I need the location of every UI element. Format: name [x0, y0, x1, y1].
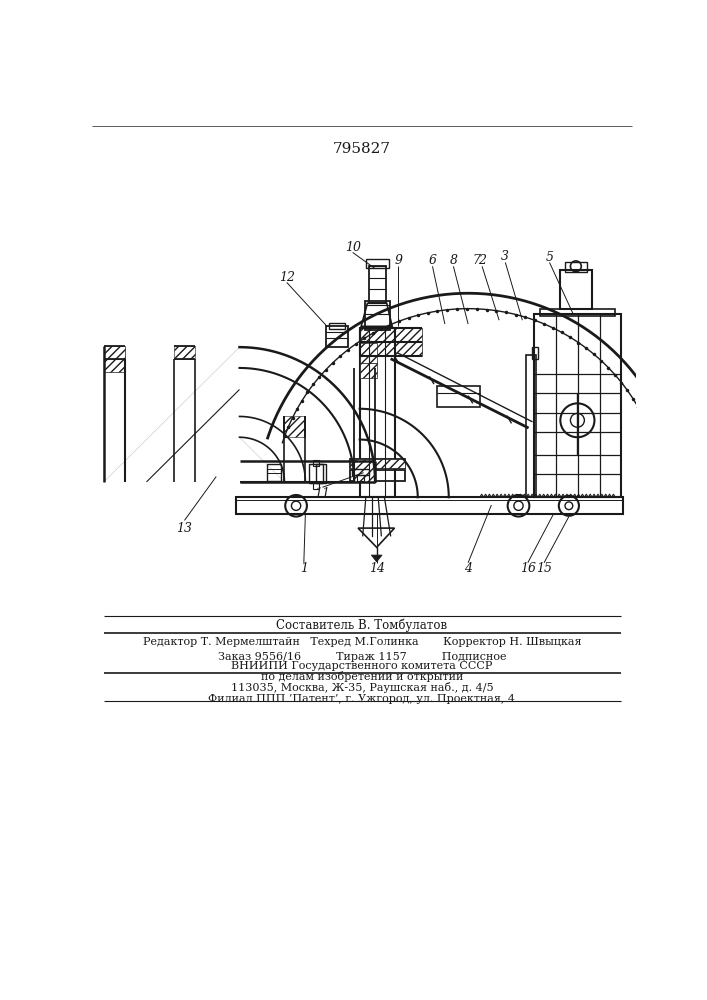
Bar: [360, 342, 421, 356]
Text: 7: 7: [473, 254, 481, 267]
Text: Составитель В. Томбулатов: Составитель В. Томбулатов: [276, 618, 448, 632]
Bar: [540, 309, 614, 316]
Bar: [357, 475, 363, 481]
Bar: [313, 460, 320, 466]
Bar: [267, 464, 281, 481]
Bar: [534, 314, 621, 497]
Text: 5: 5: [546, 251, 554, 264]
Text: 2: 2: [478, 254, 486, 267]
Bar: [316, 464, 325, 483]
Bar: [360, 328, 421, 342]
Text: 14: 14: [368, 562, 385, 575]
Text: 1: 1: [300, 562, 308, 575]
Text: 6: 6: [428, 254, 436, 267]
Bar: [104, 347, 125, 372]
Bar: [366, 259, 389, 268]
Text: 15: 15: [536, 562, 552, 575]
Bar: [349, 459, 405, 468]
Bar: [235, 497, 623, 514]
Bar: [360, 328, 395, 497]
Text: по делам изобретений и открытий: по делам изобретений и открытий: [261, 671, 463, 682]
Text: ВНИИПИ Государственного комитета СССР: ВНИИПИ Государственного комитета СССР: [231, 661, 493, 671]
Text: 10: 10: [344, 241, 361, 254]
Bar: [437, 386, 480, 407]
Bar: [360, 343, 378, 363]
Bar: [526, 355, 535, 497]
Bar: [369, 266, 386, 303]
Text: 16: 16: [520, 562, 536, 575]
Bar: [327, 326, 348, 347]
Bar: [365, 301, 390, 330]
Bar: [349, 470, 405, 481]
Bar: [104, 346, 125, 359]
Bar: [532, 347, 538, 359]
Bar: [174, 346, 194, 359]
Text: 113035, Москва, Ж-35, Раушская наб., д. 4/5: 113035, Москва, Ж-35, Раушская наб., д. …: [230, 682, 493, 693]
Text: 4: 4: [464, 562, 472, 575]
Bar: [559, 270, 592, 309]
Bar: [354, 461, 375, 482]
Polygon shape: [371, 555, 382, 562]
Text: 12: 12: [279, 271, 295, 284]
Bar: [360, 363, 378, 378]
Bar: [329, 323, 345, 329]
Text: 8: 8: [450, 254, 457, 267]
Text: 795827: 795827: [333, 142, 391, 156]
Bar: [284, 416, 305, 437]
Text: 3: 3: [501, 250, 509, 263]
Text: 13: 13: [177, 522, 192, 535]
Text: Редактор Т. Мермелштайн   Техред М.Голинка       Корректор Н. Швыцкая: Редактор Т. Мермелштайн Техред М.Голинка…: [143, 637, 581, 647]
Bar: [313, 483, 320, 489]
Text: 9: 9: [395, 254, 402, 267]
Bar: [352, 469, 369, 475]
Bar: [565, 262, 587, 272]
Bar: [309, 464, 323, 483]
Text: Заказ 9556/16          Тираж 1157          Подписное: Заказ 9556/16 Тираж 1157 Подписное: [218, 652, 506, 662]
Text: 11: 11: [315, 487, 330, 500]
Bar: [349, 459, 405, 468]
Text: Филиал ППП ’Патент’, г. Ужгород, ул. Проектная, 4: Филиал ППП ’Патент’, г. Ужгород, ул. Про…: [209, 694, 515, 704]
